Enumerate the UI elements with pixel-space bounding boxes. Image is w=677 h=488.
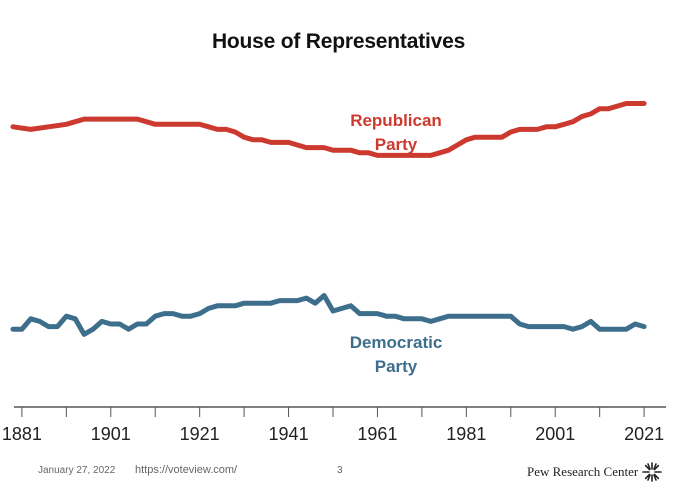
footer-page-number: 3	[337, 465, 343, 476]
x-axis: 1881 1901 1921 1941 1961 1981 2001 2021	[2, 406, 666, 444]
series-line-democratic	[10, 293, 647, 337]
x-tick-label: 1961	[357, 424, 397, 444]
x-tick-label: 1921	[180, 424, 220, 444]
annotation-layer: Republican Party Democratic Party	[350, 111, 443, 376]
brand-name: Pew Research Center	[527, 464, 639, 479]
series-line-republican	[10, 101, 647, 158]
x-tick-label: 2021	[624, 424, 664, 444]
chart-title: House of Representatives	[211, 30, 466, 53]
x-tick-label: 1941	[269, 424, 309, 444]
x-tick-label: 2001	[535, 424, 575, 444]
series-label-republican: Republican Party	[350, 111, 442, 154]
series-layer	[10, 101, 647, 337]
brand-logo-icon	[642, 462, 662, 482]
x-tick-label: 1881	[2, 424, 42, 444]
series-label-democratic: Democratic Party	[350, 333, 443, 376]
footer-url[interactable]: https://voteview.com/	[135, 464, 238, 476]
x-tick-label: 1901	[91, 424, 131, 444]
footer-brand: Pew Research Center	[527, 461, 662, 483]
footer-date: January 27, 2022	[38, 465, 116, 476]
x-tick-label: 1981	[446, 424, 486, 444]
